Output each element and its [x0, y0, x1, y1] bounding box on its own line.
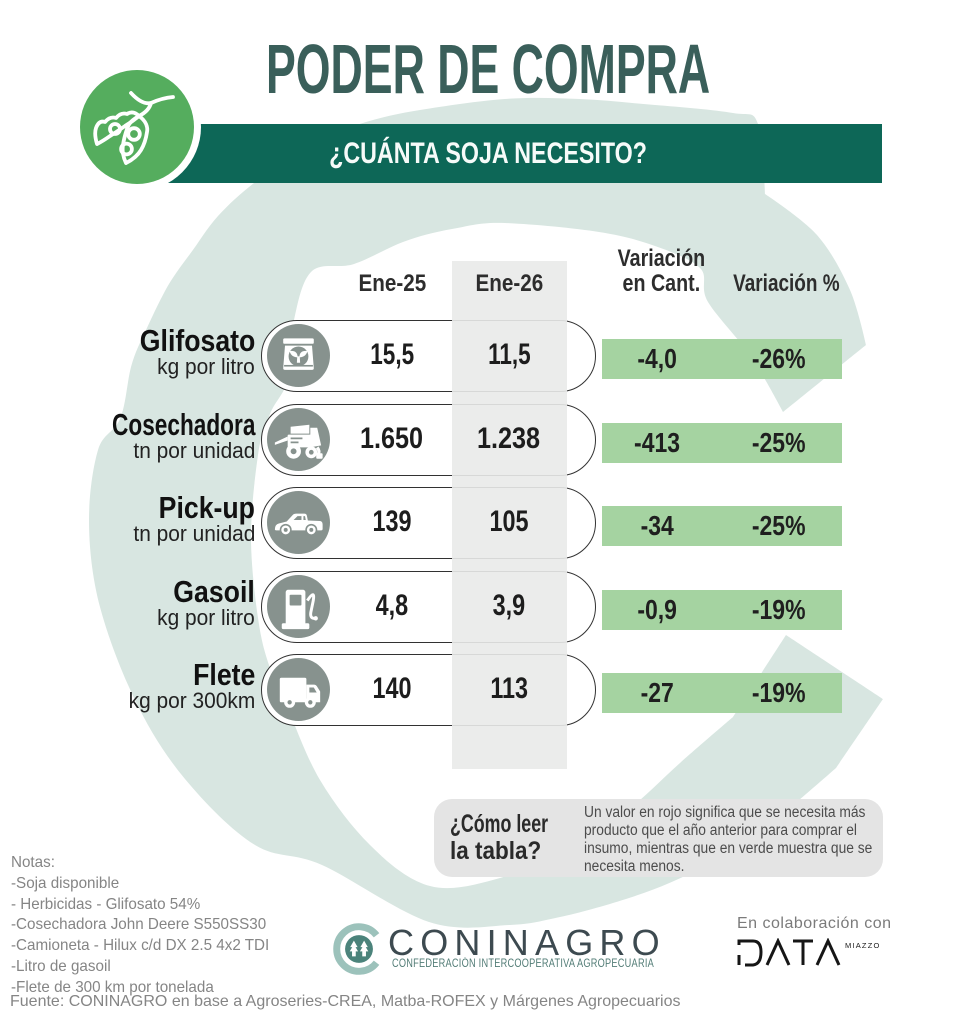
svg-text:MIAZZO: MIAZZO: [845, 941, 881, 950]
